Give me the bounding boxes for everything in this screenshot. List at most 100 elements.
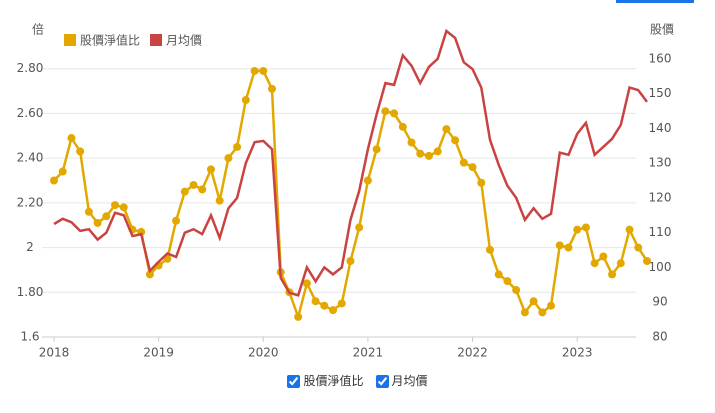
data-point xyxy=(329,306,338,315)
data-point xyxy=(547,301,556,310)
x-tick-label: 2018 xyxy=(39,346,70,360)
series-line xyxy=(53,69,649,322)
data-point xyxy=(215,196,224,205)
data-point xyxy=(424,151,433,160)
data-point xyxy=(233,142,242,151)
data-point xyxy=(477,178,486,187)
data-point xyxy=(111,201,120,210)
y2-tick-label: 160 xyxy=(649,51,672,65)
y-tick-label: 2.40 xyxy=(17,151,44,165)
data-point xyxy=(599,252,608,261)
data-point xyxy=(616,259,625,268)
legend-label: 月均價 xyxy=(166,34,202,48)
data-point xyxy=(346,256,355,265)
data-point xyxy=(320,301,329,310)
left-axis-label: 倍 xyxy=(32,22,44,37)
data-point xyxy=(259,66,268,75)
y-tick-label: 2 xyxy=(26,240,34,254)
data-point xyxy=(189,180,198,189)
data-point xyxy=(416,149,425,158)
data-point xyxy=(494,270,503,279)
y-tick-label: 1.80 xyxy=(17,285,44,299)
data-point xyxy=(459,158,468,167)
data-point xyxy=(337,299,346,308)
data-point xyxy=(84,207,93,216)
data-point xyxy=(119,203,128,212)
y2-tick-label: 110 xyxy=(649,225,672,239)
data-point xyxy=(180,187,189,196)
data-point xyxy=(102,212,111,221)
data-point xyxy=(529,297,538,306)
legend-label: 股價淨值比 xyxy=(80,33,140,48)
toggle-label: 股價淨值比 xyxy=(303,374,364,388)
y2-tick-label: 120 xyxy=(649,190,672,204)
data-point xyxy=(590,259,599,268)
button-edge xyxy=(616,0,694,3)
data-point xyxy=(442,125,451,134)
data-point xyxy=(172,216,181,225)
data-point xyxy=(555,241,564,250)
data-point xyxy=(581,223,590,232)
data-point xyxy=(538,308,547,317)
data-point xyxy=(608,270,617,279)
data-point xyxy=(520,308,529,317)
y-tick-label: 2.60 xyxy=(17,106,44,120)
data-point xyxy=(381,107,390,116)
data-point xyxy=(390,109,399,118)
data-point xyxy=(268,84,276,93)
data-point xyxy=(634,243,643,252)
y2-tick-label: 100 xyxy=(649,260,672,274)
data-point xyxy=(451,136,460,145)
data-point xyxy=(50,176,58,185)
chart: 倍 股價 1.6 1.80 2 2.20 2.40 2.60 2.80 80 90 100 110 1… xyxy=(17,0,694,360)
series-toggles: 股價淨值比 月均價 xyxy=(0,372,715,389)
x-tick-label: 2022 xyxy=(457,346,488,360)
data-point xyxy=(311,297,320,306)
data-point xyxy=(398,122,407,131)
data-point xyxy=(564,243,573,252)
x-tick-label: 2021 xyxy=(353,346,384,360)
y-tick-label: 2.80 xyxy=(17,61,44,75)
data-point xyxy=(294,312,303,321)
data-point xyxy=(58,167,67,176)
data-point xyxy=(468,163,477,172)
data-point xyxy=(407,138,416,147)
data-point xyxy=(363,176,372,185)
data-point xyxy=(372,145,381,154)
data-point xyxy=(241,96,250,105)
y2-tick-label: 90 xyxy=(652,295,667,309)
toggle-label: 月均價 xyxy=(391,374,428,388)
data-point xyxy=(198,185,207,194)
legend-swatch xyxy=(64,34,76,46)
data-point xyxy=(512,286,521,295)
checkbox[interactable] xyxy=(375,375,389,388)
y2-tick-label: 150 xyxy=(649,86,672,100)
x-tick-label: 2023 xyxy=(562,346,593,360)
data-point xyxy=(355,223,364,232)
data-point xyxy=(433,147,442,156)
data-point xyxy=(486,245,494,254)
data-point xyxy=(145,270,154,279)
data-point xyxy=(642,256,651,265)
y2-tick-label: 130 xyxy=(649,156,672,170)
y-tick-label: 2.20 xyxy=(17,195,44,209)
series-toggle[interactable]: 月均價 xyxy=(375,374,428,388)
data-point xyxy=(67,134,76,143)
data-point xyxy=(625,225,634,234)
checkbox[interactable] xyxy=(287,375,301,388)
data-point xyxy=(302,279,311,288)
data-point xyxy=(224,154,233,163)
data-point xyxy=(206,165,215,174)
data-point xyxy=(93,218,102,227)
y2-tick-label: 80 xyxy=(652,330,667,344)
data-point xyxy=(250,66,259,75)
legend-swatch xyxy=(150,34,163,46)
y2-tick-label: 140 xyxy=(649,121,672,135)
data-point xyxy=(503,277,512,286)
series-toggle[interactable]: 股價淨值比 xyxy=(287,374,364,388)
x-tick-label: 2020 xyxy=(248,346,279,360)
data-point xyxy=(76,147,85,156)
right-axis-label: 股價 xyxy=(650,23,674,37)
y-tick-label: 1.6 xyxy=(20,330,39,344)
